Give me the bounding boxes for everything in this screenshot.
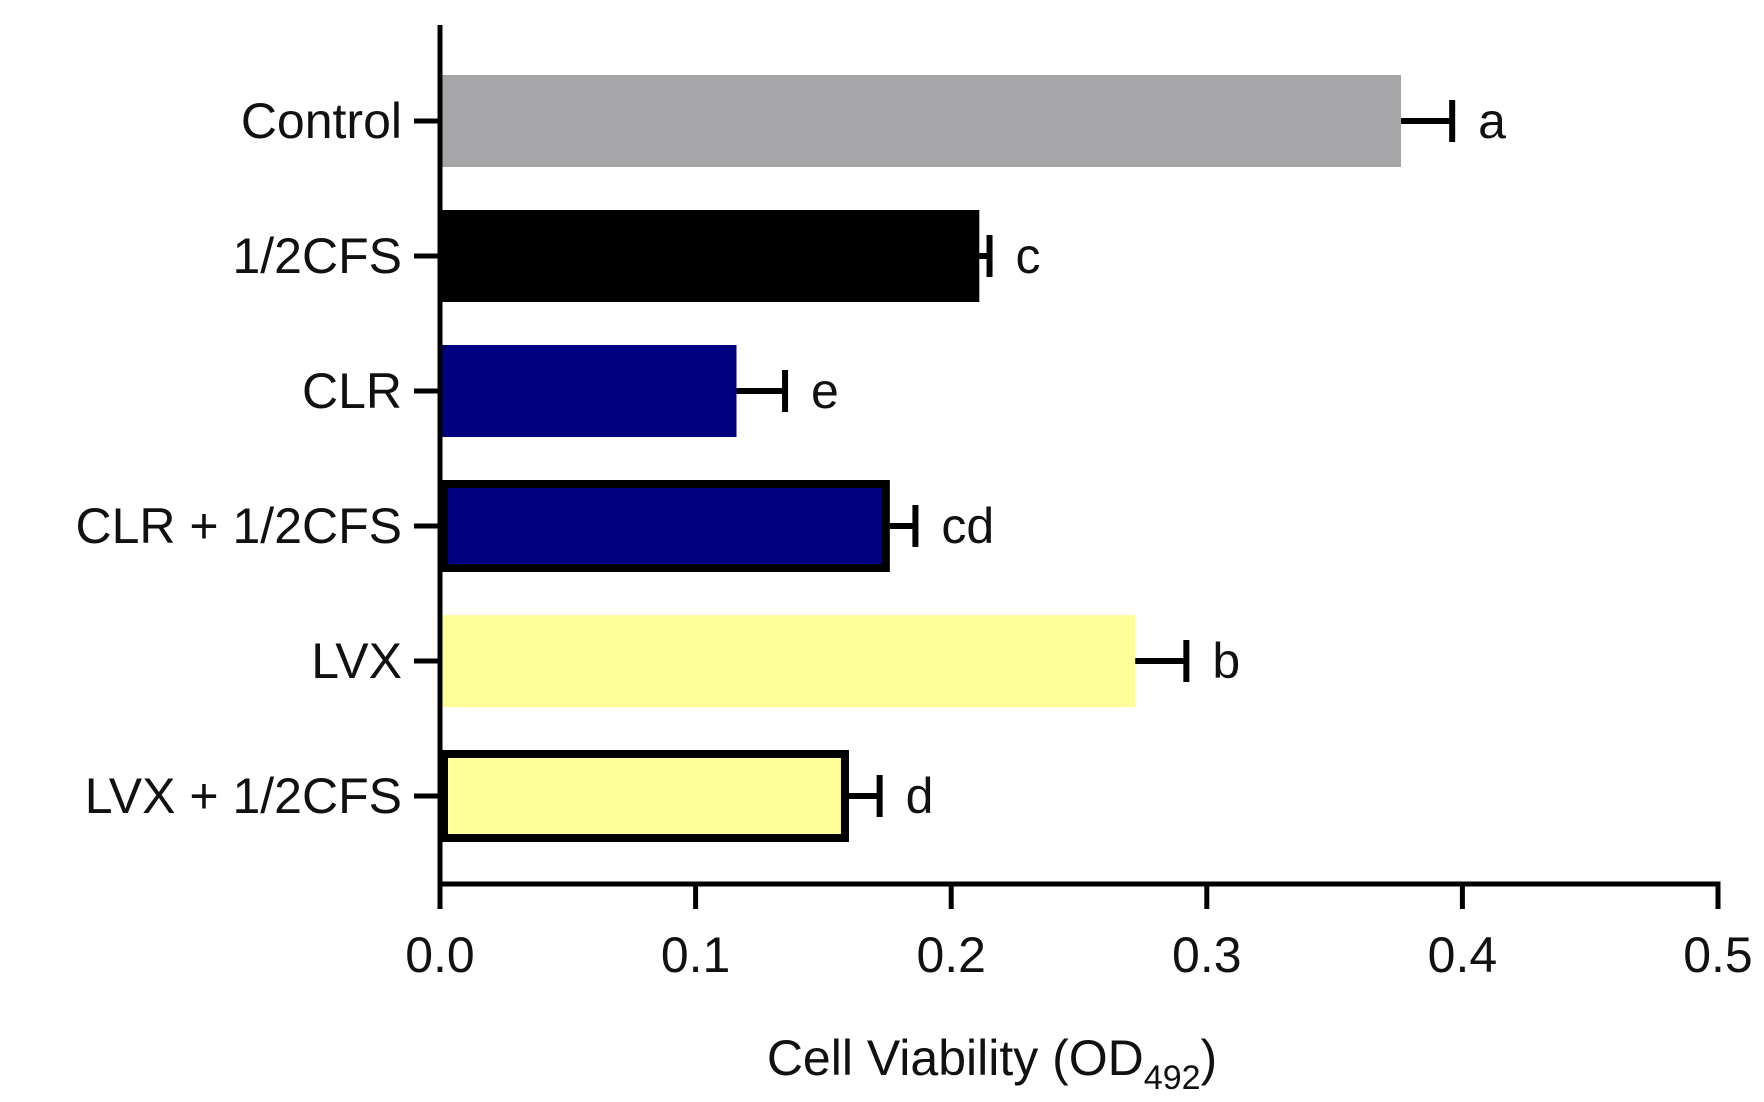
bar: [440, 210, 980, 302]
bar: [440, 75, 1402, 167]
significance-label: c: [1016, 228, 1041, 284]
significance-label: d: [906, 768, 934, 824]
significance-label: b: [1212, 633, 1240, 689]
labels-layer: Control a 1/2CFS c CLR e CLR + 1/2CFS cd LVX b LVX…: [75, 93, 1752, 983]
x-tick-label: 0.3: [1172, 927, 1242, 983]
category-label: Control: [241, 93, 402, 149]
x-tick-label: 0.5: [1683, 927, 1753, 983]
bar: [440, 750, 849, 842]
x-tick-label: 0.4: [1428, 927, 1498, 983]
x-axis-title-suffix: ): [1201, 1030, 1218, 1086]
bar: [440, 480, 890, 572]
bars-layer: [440, 75, 1456, 842]
bar: [440, 345, 737, 437]
x-tick-label: 0.2: [916, 927, 986, 983]
axes-layer: [414, 25, 1721, 909]
category-label: CLR: [302, 363, 402, 419]
significance-label: cd: [941, 498, 994, 554]
bar: [440, 615, 1136, 707]
x-tick-label: 0.1: [661, 927, 731, 983]
x-axis-title-main: Cell Viability (OD: [767, 1030, 1144, 1086]
category-label: 1/2CFS: [232, 228, 402, 284]
category-label: LVX + 1/2CFS: [85, 768, 402, 824]
x-tick-label: 0.0: [405, 927, 475, 983]
x-axis-title-subscript: 492: [1144, 1059, 1201, 1097]
x-axis-title: Cell Viability (OD492): [767, 1030, 1217, 1097]
category-label: CLR + 1/2CFS: [75, 498, 402, 554]
category-label: LVX: [311, 633, 402, 689]
significance-label: a: [1478, 93, 1506, 149]
significance-label: e: [811, 363, 839, 419]
